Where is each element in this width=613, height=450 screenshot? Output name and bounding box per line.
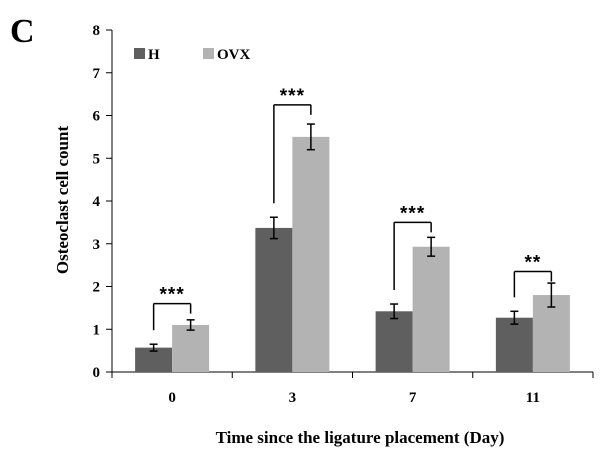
y-tick-label: 1	[93, 322, 101, 338]
legend-swatch-h	[134, 48, 145, 59]
legend-swatch-ovx	[203, 48, 214, 59]
x-tick-label: 11	[526, 390, 540, 406]
legend-label-h: H	[148, 47, 160, 63]
panel-label: C	[10, 13, 35, 50]
bar-ovx	[292, 136, 330, 372]
legend: H OVX	[134, 47, 251, 63]
y-axis-title: Osteoclast cell count	[53, 126, 72, 275]
bar-h	[255, 227, 293, 372]
bar-h	[375, 311, 413, 372]
x-tick-label: 0	[168, 390, 176, 406]
y-tick-label: 2	[93, 280, 101, 296]
y-tick-label: 7	[93, 66, 101, 82]
bar-ovx	[412, 246, 450, 372]
y-tick-label: 3	[93, 237, 101, 253]
significance-label: ***	[400, 203, 425, 224]
significance-label: **	[524, 253, 541, 274]
bar-ovx	[172, 324, 210, 372]
x-tick-label: 3	[289, 390, 297, 406]
y-tick-label: 4	[93, 194, 101, 210]
bar-h	[495, 317, 533, 372]
significance-label: ***	[280, 86, 305, 107]
x-tick-label: 7	[409, 390, 417, 406]
y-tick-label: 0	[93, 365, 101, 381]
x-axis-title: Time since the ligature placement (Day)	[216, 428, 505, 447]
y-tick-label: 5	[93, 151, 101, 167]
y-tick-label: 8	[93, 23, 101, 39]
y-tick-label: 6	[93, 109, 101, 125]
legend-label-ovx: OVX	[217, 47, 251, 63]
bar-ovx	[532, 295, 570, 372]
significance-label: ***	[160, 285, 185, 306]
